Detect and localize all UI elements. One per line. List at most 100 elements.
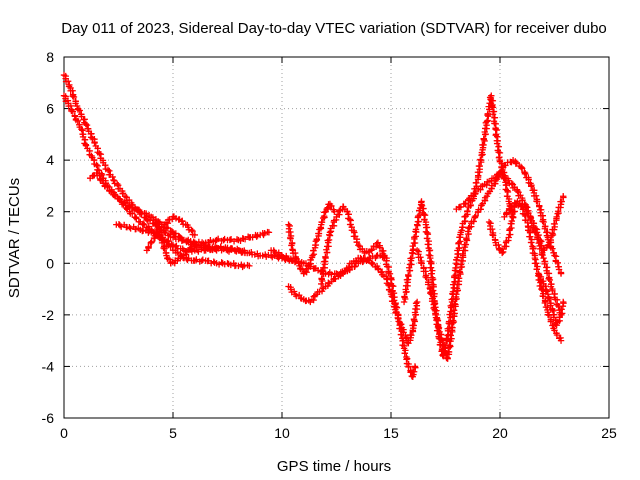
data-point (70, 93, 78, 101)
x-tick-label: 25 (601, 425, 617, 441)
data-point (518, 165, 526, 172)
data-point (476, 162, 483, 170)
data-point (484, 117, 491, 124)
data-point (512, 160, 520, 167)
y-tick-label: -4 (42, 358, 55, 374)
x-tick-label: 20 (492, 425, 508, 441)
data-point (455, 275, 463, 282)
data-point (318, 275, 325, 282)
data-point (199, 256, 207, 263)
data-point (244, 249, 251, 257)
data-point (226, 236, 234, 244)
data-point (160, 224, 167, 231)
data-point (96, 150, 103, 157)
data-point (341, 268, 348, 276)
data-point (221, 235, 228, 243)
data-point (527, 183, 535, 190)
data-point (382, 272, 390, 280)
data-point (477, 183, 485, 190)
data-point (508, 202, 516, 210)
data-point (489, 111, 497, 118)
data-point (425, 251, 433, 259)
data-point (481, 194, 489, 201)
data-point (179, 236, 186, 244)
data-point (427, 270, 435, 277)
data-point (405, 271, 412, 279)
data-point (88, 152, 95, 160)
data-point (473, 179, 480, 187)
data-point (462, 200, 469, 207)
data-point (374, 252, 381, 259)
data-point (550, 325, 557, 332)
data-point (82, 142, 90, 149)
data-point (123, 224, 131, 231)
data-point (519, 201, 526, 208)
grid-lines (64, 57, 609, 418)
data-point (96, 172, 103, 179)
data-point (93, 161, 100, 169)
data-point (145, 228, 153, 235)
data-point (431, 301, 438, 308)
data-point (317, 224, 324, 231)
data-point (527, 214, 534, 222)
data-point (198, 257, 205, 264)
data-point (480, 141, 487, 149)
data-point (412, 226, 420, 233)
data-point (491, 114, 499, 121)
data-point (451, 272, 458, 280)
data-point (558, 198, 565, 205)
y-tick-label: -6 (42, 410, 55, 426)
data-point (455, 239, 463, 246)
data-point (495, 154, 503, 161)
data-point (452, 293, 460, 301)
data-point (325, 279, 332, 286)
data-point (326, 232, 334, 239)
data-point (121, 198, 129, 206)
data-point (179, 254, 187, 261)
data-point (549, 245, 556, 252)
data-point (504, 175, 512, 182)
data-point (140, 220, 147, 227)
data-point (293, 292, 300, 300)
data-point (472, 212, 479, 220)
data-point (298, 295, 305, 302)
data-point (423, 274, 430, 281)
data-point (72, 100, 79, 107)
data-point (364, 256, 371, 264)
data-point (459, 250, 466, 258)
data-point (422, 273, 429, 281)
data-point (308, 254, 316, 261)
data-point (533, 260, 540, 267)
data-point (113, 180, 121, 188)
data-point (83, 121, 91, 129)
series-arc14 (485, 200, 565, 344)
data-point (330, 206, 337, 214)
data-point (492, 237, 499, 244)
data-point (411, 239, 419, 247)
data-point (540, 293, 547, 300)
data-point (345, 263, 353, 271)
data-point (104, 166, 112, 174)
data-point (165, 256, 173, 263)
data-point (99, 157, 107, 164)
data-point (213, 236, 220, 244)
data-point (536, 202, 543, 209)
data-point (318, 218, 325, 226)
data-point (368, 259, 376, 266)
data-point (373, 252, 380, 260)
data-point (557, 269, 565, 276)
data-point (168, 241, 175, 248)
data-point (489, 232, 497, 239)
series-arc11 (400, 92, 517, 360)
data-point (533, 266, 540, 273)
y-tick-label: 8 (46, 49, 54, 65)
data-point (253, 233, 260, 240)
data-point (156, 231, 164, 239)
data-point (444, 354, 451, 361)
data-point (220, 236, 227, 244)
data-point (135, 225, 142, 232)
data-point (488, 225, 496, 233)
data-point (280, 254, 287, 261)
data-point (272, 250, 280, 258)
